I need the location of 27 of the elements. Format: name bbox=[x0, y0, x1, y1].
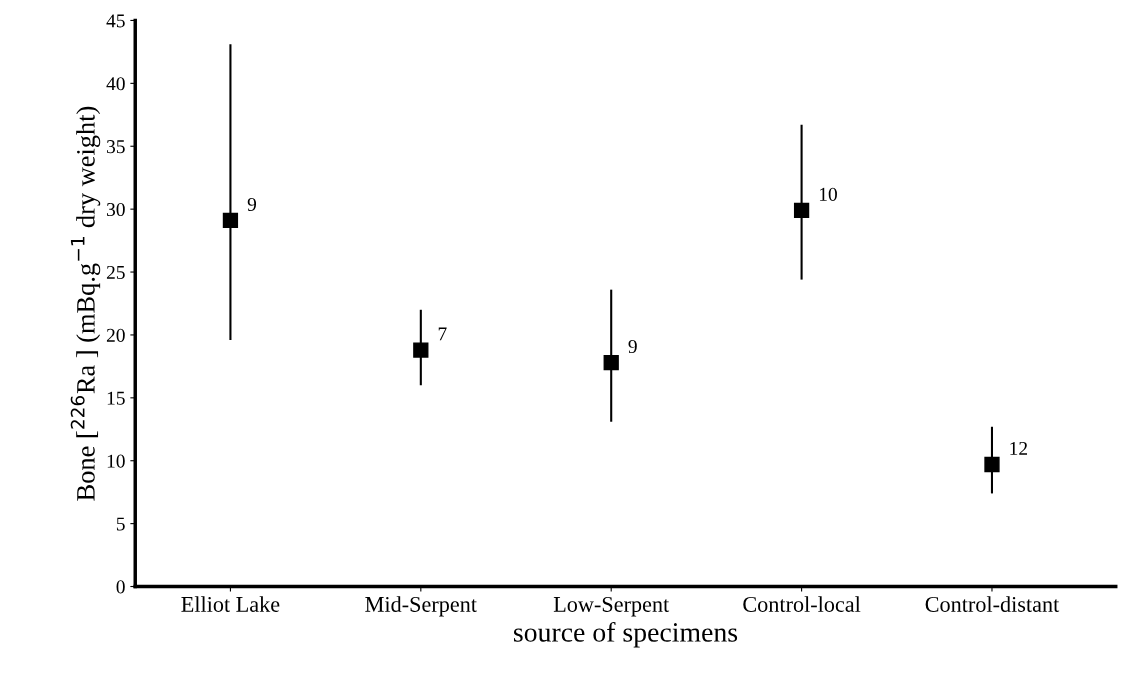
x-tick-label: Mid-Serpent bbox=[365, 596, 477, 617]
x-tick-label: Low-Serpent bbox=[553, 596, 670, 617]
annotation: 7 bbox=[438, 327, 447, 341]
y-tick-label: 30 bbox=[107, 202, 125, 217]
annotation: 9 bbox=[247, 197, 257, 211]
point bbox=[793, 202, 810, 219]
y-tick-label: 15 bbox=[107, 391, 125, 405]
y-tick-label: 0 bbox=[116, 580, 125, 594]
point bbox=[222, 212, 239, 229]
annotation: 12 bbox=[1010, 441, 1028, 455]
x-tick-label: Elliot Lake bbox=[181, 596, 280, 612]
y-tick-label: 5 bbox=[116, 517, 125, 531]
x-tick-label: Control-local bbox=[743, 596, 861, 612]
point bbox=[603, 354, 619, 371]
annotation: 10 bbox=[819, 187, 837, 201]
y-tick-label: 25 bbox=[106, 265, 125, 279]
point bbox=[984, 456, 1000, 473]
y-axis-title: Bone [$^{226}$Ra ] (mBq.g$^{−1}$ dry weight) bbox=[70, 106, 101, 501]
point bbox=[413, 342, 429, 358]
x-axis-title: source of specimens bbox=[514, 621, 738, 648]
y-tick-label: 35 bbox=[107, 140, 125, 154]
annotation: 9 bbox=[628, 340, 637, 354]
x-tick-label: Control-distant bbox=[925, 596, 1060, 612]
y-tick-label: 45 bbox=[106, 14, 125, 28]
y-tick-label: 10 bbox=[107, 454, 125, 468]
y-tick-label: 40 bbox=[106, 77, 125, 91]
y-tick-label: 20 bbox=[106, 328, 125, 342]
